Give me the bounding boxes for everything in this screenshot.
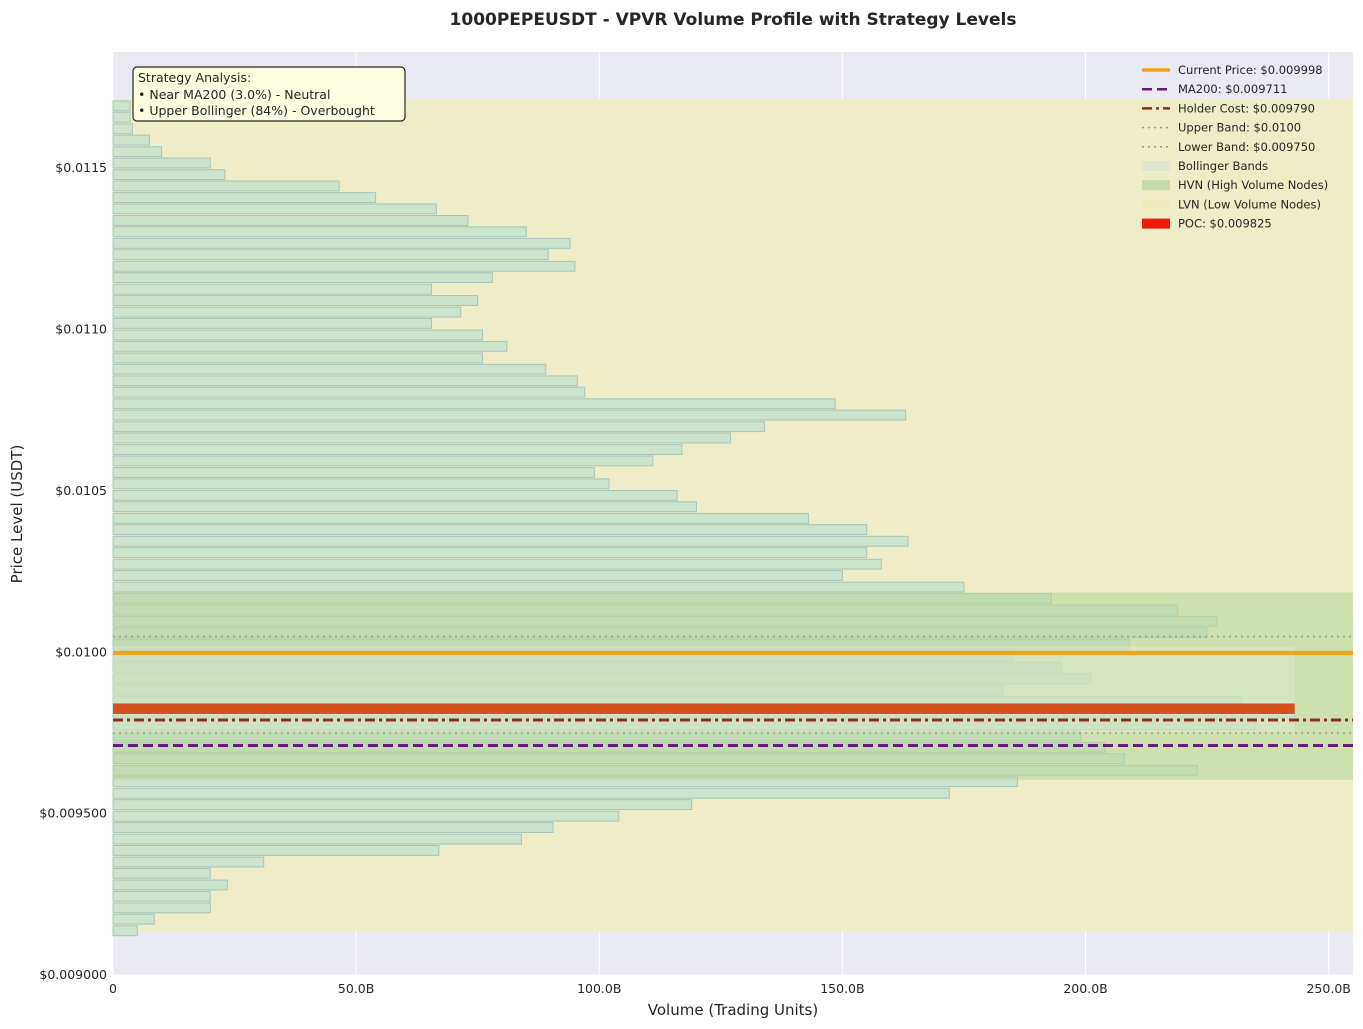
y-tick-label-1: $0.009500: [39, 806, 107, 821]
volume-bar-72: [112, 100, 131, 112]
volume-bar-5: [112, 867, 211, 879]
annotation-box-border: [132, 66, 406, 122]
volume-bar-68: [112, 146, 163, 158]
volume-bar-59: [112, 249, 549, 261]
volume-bar-46: [112, 398, 836, 410]
legend-label-7: LVN (Low Volume Nodes): [1178, 197, 1321, 211]
legend-label-6: HVN (High Volume Nodes): [1178, 178, 1328, 192]
volume-bar-33: [112, 547, 868, 558]
x-tick-label-4: 200.0B: [1063, 981, 1107, 996]
volume-bar-30: [112, 581, 965, 593]
legend-swatch-8: [1142, 218, 1170, 229]
strategy-level-lines: [113, 635, 1353, 748]
x-axis-ticks: 0 50.0B 100.0B 150.0B 200.0B 250.0B: [109, 981, 1351, 996]
volume-bar-10: [112, 810, 620, 822]
x-tick-label-1: 50.0B: [338, 981, 374, 996]
legend-label-1: MA200: $0.009711: [1178, 82, 1287, 96]
y-tick-label-5: $0.0115: [55, 160, 107, 175]
y-axis-ticks: $0.009000 $0.009500 $0.0100 $0.0105 $0.0110 $…: [39, 160, 107, 982]
volume-bar-40: [112, 467, 595, 478]
volume-bar-58: [112, 260, 576, 272]
volume-bar-65: [112, 180, 340, 192]
annotation-line-heading: Strategy Analysis:: [138, 70, 251, 85]
strategy-analysis-box: Strategy Analysis: • Near MA200 (3.0%) -…: [132, 66, 406, 122]
volume-bar-51: [112, 340, 508, 352]
y-tick-label-3: $0.0105: [55, 483, 107, 498]
annotation-line-ma200: • Near MA200 (3.0%) - Neutral: [138, 87, 330, 102]
legend-swatch-6: [1142, 180, 1170, 191]
volume-bar-55: [112, 295, 479, 306]
volume-bar-69: [112, 134, 150, 146]
volume-bar-44: [112, 421, 766, 433]
x-axis-label: Volume (Trading Units): [648, 1001, 818, 1019]
volume-bar-11: [112, 799, 693, 811]
volume-bar-12: [112, 787, 950, 799]
volume-bar-8: [112, 833, 522, 845]
y-axis-label: Price Level (USDT): [8, 445, 26, 584]
volume-bar-7: [112, 844, 440, 856]
volume-bar-56: [112, 283, 433, 295]
volume-bar-41: [112, 455, 654, 467]
volume-bar-31: [112, 570, 843, 581]
volume-bar-36: [112, 512, 809, 524]
volume-bar-67: [112, 157, 211, 169]
volume-bar-43: [112, 432, 732, 444]
legend-label-0: Current Price: $0.009998: [1178, 63, 1323, 77]
volume-bar-70: [112, 123, 133, 135]
volume-bar-49: [112, 363, 547, 375]
volume-bar-60: [112, 237, 571, 249]
volume-bar-3: [112, 890, 211, 902]
volume-bar-63: [112, 203, 437, 215]
legend-swatch-7: [1142, 199, 1170, 210]
volume-bar-39: [112, 478, 610, 490]
volume-bar-45: [112, 409, 907, 421]
x-tick-label-3: 150.0B: [820, 981, 864, 996]
volume-bar-54: [112, 306, 462, 318]
legend-label-4: Lower Band: $0.009750: [1178, 140, 1315, 154]
legend-label-8: POC: $0.009825: [1178, 217, 1272, 231]
foreground-bands: [113, 592, 1353, 780]
plot-area: [112, 52, 1353, 976]
volume-bar-62: [112, 215, 469, 226]
volume-bar-34: [112, 535, 909, 547]
legend-label-5: Bollinger Bands: [1178, 159, 1268, 173]
volume-bar-6: [112, 856, 265, 868]
volume-bar-61: [112, 226, 527, 238]
y-tick-label-2: $0.0100: [55, 644, 107, 659]
volume-bar-32: [112, 558, 882, 570]
volume-bar-42: [112, 444, 683, 456]
volume-bar-57: [112, 272, 493, 284]
y-tick-label-4: $0.0110: [55, 322, 107, 337]
volume-bar-1: [112, 913, 155, 925]
legend-swatch-5: [1142, 161, 1170, 171]
volume-bar-9: [112, 822, 554, 833]
legend-label-2: Holder Cost: $0.009790: [1178, 101, 1315, 115]
bollinger-band: [113, 646, 1295, 733]
volume-bar-2: [112, 902, 211, 914]
volume-bar-4: [112, 879, 228, 891]
volume-bar-37: [112, 501, 698, 513]
volume-bar-52: [112, 329, 484, 341]
legend-label-3: Upper Band: $0.0100: [1178, 121, 1301, 135]
chart-title: 1000PEPEUSDT - VPVR Volume Profile with …: [450, 10, 1017, 30]
volume-bar-66: [112, 169, 226, 181]
annotation-line-bollinger: • Upper Bollinger (84%) - Overbought: [138, 103, 375, 118]
volume-bar-53: [112, 317, 433, 329]
legend: Current Price: $0.009998 MA200: $0.009711…: [1142, 63, 1328, 231]
poc-bar: [113, 703, 1295, 714]
x-tick-label-2: 100.0B: [577, 981, 621, 996]
volume-bar-0: [112, 925, 138, 937]
volume-bar-35: [112, 524, 868, 536]
y-tick-label-0: $0.009000: [39, 967, 107, 982]
volume-bar-71: [112, 111, 131, 123]
volume-bar-64: [112, 192, 377, 203]
x-tick-label-5: 250.0B: [1306, 981, 1350, 996]
volume-bar-50: [112, 352, 484, 364]
x-tick-label-0: 0: [109, 981, 117, 996]
volume-bar-48: [112, 375, 578, 387]
volume-bar-47: [112, 386, 586, 398]
volume-bar-38: [112, 489, 678, 501]
hvn-band: [113, 592, 1353, 780]
